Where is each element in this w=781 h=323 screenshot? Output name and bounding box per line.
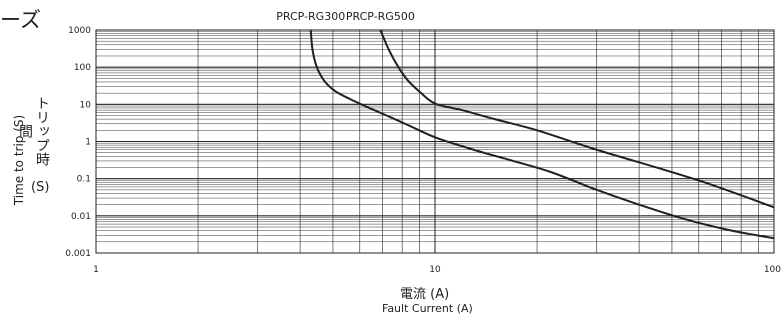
x-tick-label: 10	[429, 265, 441, 275]
y-tick-label: 10	[80, 100, 92, 110]
y-axis-label-ja: トリップ時間	[17, 96, 50, 166]
curves	[309, 29, 775, 240]
series-line-prcp-rg300	[309, 29, 775, 240]
y-tick-label: 100	[74, 63, 91, 73]
x-axis-label-ja: 電流 (A)	[400, 287, 450, 302]
series-label-prcp-rg300: PRCP-RG300	[276, 10, 345, 23]
y-tick-label: 1	[85, 138, 91, 148]
plot-border	[95, 29, 775, 254]
series-labels: PRCP-RG300 PRCP-RG500	[276, 10, 415, 23]
series-line-prcp-rg500	[379, 29, 775, 209]
header-fragment: ーズ	[0, 8, 41, 32]
y-tick-label: 0.01	[71, 212, 91, 222]
x-axis-label-en: Fault Current (A)	[382, 302, 473, 315]
plot-frame	[95, 29, 775, 254]
x-tick-label: 100	[764, 265, 781, 275]
y-tick-label: 0.1	[77, 175, 91, 185]
series-label-prcp-rg500: PRCP-RG500	[346, 10, 415, 23]
x-tick-label: 1	[93, 265, 99, 275]
y-axis-unit: (S)	[31, 180, 50, 195]
grid-lines	[95, 29, 775, 254]
y-tick-label: 1000	[68, 26, 91, 36]
y-tick-label: 0.001	[65, 249, 91, 259]
